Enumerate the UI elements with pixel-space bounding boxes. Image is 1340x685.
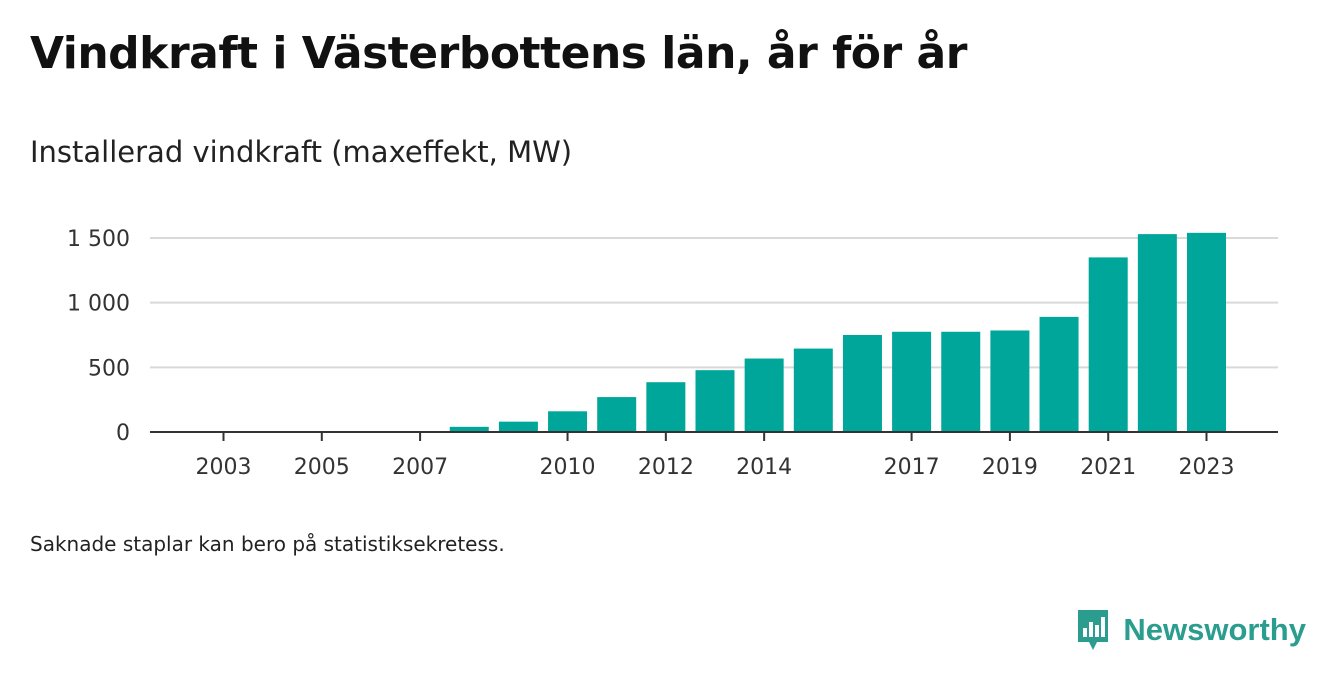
- bar-2014: [744, 358, 784, 432]
- bar-2019: [990, 330, 1030, 432]
- x-tick-label: 2021: [1080, 455, 1136, 480]
- bar-2017: [892, 331, 932, 432]
- newsworthy-logo-icon: [1078, 610, 1109, 650]
- footnote: Saknade staplar kan bero på statistiksek…: [30, 532, 505, 556]
- bar-2020: [1039, 316, 1079, 432]
- x-tick-label: 2010: [540, 455, 596, 480]
- x-tick-label: 2005: [294, 455, 350, 480]
- x-tick-label: 2023: [1179, 455, 1235, 480]
- axes: 0 500 1 000 1 500 2003 2005 2007 2010 2012 2014 20…: [67, 227, 1278, 480]
- x-tick-label: 2019: [982, 455, 1038, 480]
- bar-2022: [1137, 234, 1177, 432]
- bar-2008: [449, 426, 489, 432]
- y-tick-label: 0: [116, 421, 130, 446]
- brand: Newsworthy: [1075, 608, 1306, 652]
- chart-title: Vindkraft i Västerbottens län, år för år: [30, 28, 967, 79]
- x-tick-label: 2003: [196, 455, 252, 480]
- bar-2015: [793, 348, 833, 432]
- bar-2010: [548, 411, 588, 432]
- bar-2023: [1187, 232, 1226, 432]
- x-tick-label: 2007: [392, 455, 448, 480]
- x-tick-label: 2012: [638, 455, 694, 480]
- bar-chart: 0 500 1 000 1 500 2003 2005 2007 2010 2012 2014 20…: [67, 227, 1278, 480]
- y-tick-label: 1 500: [67, 227, 130, 252]
- bar-2012: [646, 382, 686, 432]
- bar-2011: [597, 397, 637, 432]
- bar-2009: [498, 421, 538, 432]
- bar-2016: [842, 335, 882, 432]
- bar-2013: [695, 370, 735, 432]
- y-tick-label: 1 000: [67, 292, 130, 317]
- chart-subtitle: Installerad vindkraft (maxeffekt, MW): [30, 135, 573, 169]
- bar-2018: [941, 331, 981, 432]
- bar-2021: [1088, 257, 1128, 432]
- y-tick-label: 500: [88, 356, 130, 381]
- brand-name: Newsworthy: [1123, 612, 1306, 647]
- x-tick-label: 2014: [736, 455, 792, 480]
- bars: [449, 232, 1226, 432]
- x-tick-label: 2017: [884, 455, 940, 480]
